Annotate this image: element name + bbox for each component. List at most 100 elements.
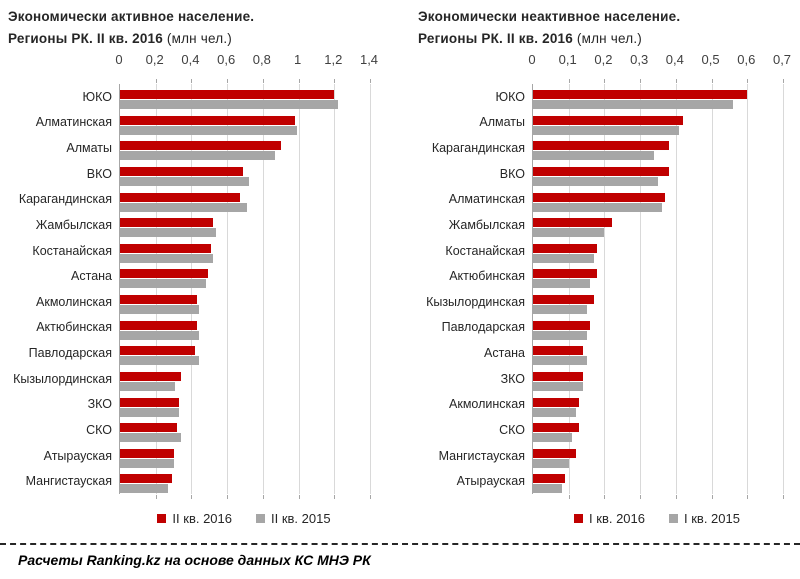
category-label: Астана	[484, 346, 525, 361]
bar-II кв. 2016	[120, 269, 208, 279]
axis-tick	[262, 79, 264, 83]
x-axis-tick-label: 0,4	[665, 52, 684, 67]
gridline	[711, 84, 713, 494]
axis-tick	[191, 79, 193, 83]
bar-I кв. 2015	[533, 381, 583, 391]
legend-label: I кв. 2015	[684, 511, 740, 526]
bar-row	[533, 474, 782, 494]
bar-II кв. 2016	[120, 218, 213, 228]
plot-area	[119, 79, 371, 499]
axis-tick	[711, 79, 713, 83]
axis-tick	[675, 495, 677, 499]
bar-row	[120, 371, 369, 391]
bar-I кв. 2015	[533, 279, 591, 289]
bar-II кв. 2016	[120, 90, 335, 99]
chart-title-units: (млн чел.)	[576, 31, 642, 46]
bar-I кв. 2016	[533, 448, 576, 458]
bar-I кв. 2015	[533, 100, 733, 109]
legend-swatch	[669, 514, 678, 523]
bar-row	[533, 295, 782, 314]
chart-inactive-population: Экономически неактивное население. Регион…	[400, 0, 800, 540]
category-label: Алматы	[66, 141, 112, 156]
chart-active-population: Экономически активное население. Регионы …	[0, 0, 400, 540]
bar-I кв. 2015	[533, 330, 587, 340]
bar-row	[120, 423, 369, 443]
bar-II кв. 2015	[120, 228, 217, 238]
x-axis-tick-label: 0	[528, 52, 536, 67]
gridline	[640, 84, 642, 494]
bar-I кв. 2016	[533, 218, 612, 228]
category-label: Карагандинская	[18, 192, 112, 207]
category-label: ВКО	[86, 166, 112, 181]
category-label: Актюбинская	[36, 320, 112, 335]
legend-item: II кв. 2016	[157, 511, 232, 526]
category-label: Карагандинская	[431, 141, 525, 156]
category-label: Акмолинская	[36, 294, 112, 309]
bar-I кв. 2016	[533, 397, 580, 407]
bar-row	[533, 346, 782, 366]
gridline	[298, 84, 300, 494]
bar-II кв. 2016	[120, 320, 197, 330]
chart-legend: II кв. 2016 II кв. 2015	[119, 511, 369, 526]
bar-I кв. 2015	[533, 176, 658, 186]
bar-II кв. 2015	[120, 433, 181, 443]
gridline	[783, 84, 784, 494]
bar-II кв. 2016	[120, 474, 172, 484]
bar-row	[533, 448, 782, 468]
gridline	[227, 84, 229, 494]
axis-tick	[568, 79, 570, 83]
category-label: ЗКО	[500, 371, 525, 386]
bar-II кв. 2016	[120, 371, 181, 381]
bar-II кв. 2015	[120, 356, 199, 366]
gridline	[262, 84, 264, 494]
chart-title: Экономически неактивное население. Регион…	[418, 6, 680, 50]
bar-I кв. 2015	[533, 253, 594, 263]
gridline	[334, 84, 336, 494]
bar-II кв. 2015	[120, 330, 199, 340]
category-label: ЮКО	[495, 89, 526, 104]
category-label: Алматинская	[448, 192, 525, 207]
legend-label: I кв. 2016	[589, 511, 645, 526]
axis-tick	[783, 79, 784, 83]
axis-tick	[155, 79, 157, 83]
legend-swatch	[157, 514, 167, 523]
bar-row	[533, 397, 782, 417]
bar-II кв. 2015	[120, 176, 249, 186]
bar-II кв. 2016	[120, 295, 197, 304]
bar-II кв. 2015	[120, 100, 338, 109]
axis-tick	[370, 79, 371, 83]
bar-row	[120, 115, 369, 135]
axis-tick	[783, 495, 784, 499]
bar-I кв. 2015	[533, 484, 562, 494]
bar-I кв. 2015	[533, 151, 655, 161]
gridline	[155, 84, 157, 494]
axis-tick	[747, 495, 749, 499]
axis-tick	[334, 79, 336, 83]
bar-II кв. 2015	[120, 151, 276, 161]
bar-I кв. 2015	[533, 458, 569, 468]
bar-I кв. 2016	[533, 346, 583, 356]
bar-I кв. 2016	[533, 115, 683, 125]
gridline	[370, 84, 371, 494]
axis-tick	[191, 495, 193, 499]
category-label: Алматы	[479, 115, 525, 130]
axis-tick	[640, 495, 642, 499]
x-axis-tick-label: 0,5	[701, 52, 720, 67]
bar-II кв. 2015	[120, 381, 176, 391]
axis-tick	[227, 495, 229, 499]
x-axis-tick-label: 0,6	[217, 52, 236, 67]
bar-row	[120, 166, 369, 186]
bar-I кв. 2016	[533, 371, 583, 381]
bar-II кв. 2016	[120, 166, 244, 176]
category-label: СКО	[86, 422, 112, 437]
chart-title-line1: Экономически неактивное население.	[418, 9, 681, 24]
legend-item: I кв. 2015	[669, 511, 740, 526]
gridline	[747, 84, 749, 494]
x-axis-tick-label: 0,2	[145, 52, 164, 67]
bar-I кв. 2016	[533, 320, 591, 330]
category-label: Павлодарская	[441, 320, 525, 335]
bar-I кв. 2015	[533, 433, 573, 443]
bar-I кв. 2015	[533, 228, 605, 238]
bar-row	[120, 474, 369, 494]
